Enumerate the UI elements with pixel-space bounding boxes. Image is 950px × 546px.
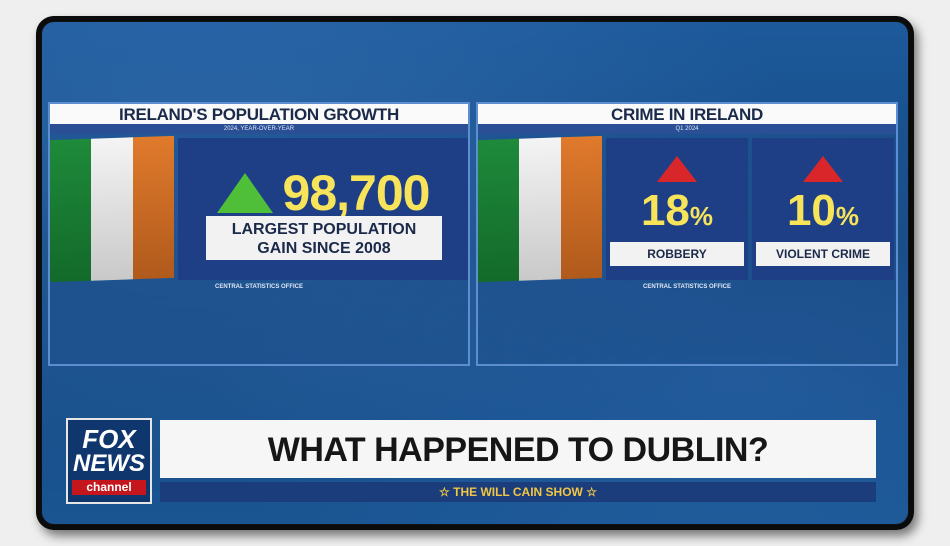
population-panel-title: IRELAND'S POPULATION GROWTH [50,104,468,124]
headline: WHAT HAPPENED TO DUBLIN? [160,420,876,478]
logo-fox: FOX [82,424,136,454]
percent-sign: % [689,201,714,231]
population-stat: 98,700 [178,164,468,222]
crime-source: CENTRAL STATISTICS OFFICE [643,284,731,290]
logo-channel: channel [72,480,146,495]
fox-news-logo: FOX NEWS channel [66,418,152,504]
percent-sign: % [835,201,860,231]
robbery-stat: 18% ROBBERY [606,138,748,280]
crime-panel-title: CRIME IN IRELAND [478,104,896,124]
up-arrow-icon [216,173,273,213]
show-name-bar: ☆ THE WILL CAIN SHOW ☆ [160,482,876,502]
ireland-flag-icon [50,135,174,283]
robbery-label: ROBBERY [610,242,744,266]
crime-panel-body: 18% ROBBERY 10% VIOLENT CRIME [478,135,896,283]
population-panel-body: 98,700 LARGEST POPULATION GAIN SINCE 200… [50,135,468,283]
population-gain-label: LARGEST POPULATION GAIN SINCE 2008 [206,216,442,260]
population-panel-subtitle: 2024, YEAR-OVER-YEAR [50,124,468,134]
violent-crime-stat: 10% VIOLENT CRIME [752,138,894,280]
crime-panel: CRIME IN IRELAND Q1 2024 18% ROBBERY 10%… [476,102,898,366]
crime-panel-subtitle: Q1 2024 [478,124,896,134]
ireland-flag-icon [478,135,602,283]
population-source: CENTRAL STATISTICS OFFICE [215,284,303,290]
robbery-percent: 18% [606,186,748,236]
violent-crime-percent: 10% [752,186,894,236]
logo-news: NEWS [73,450,145,477]
violent-crime-label: VIOLENT CRIME [756,242,890,266]
gain-label-line2: GAIN SINCE 2008 [257,240,391,257]
broadcast-screen: IRELAND'S POPULATION GROWTH 2024, YEAR-O… [36,16,914,530]
violent-crime-value: 10 [786,186,836,235]
gain-label-line1: LARGEST POPULATION [231,221,417,238]
population-panel: IRELAND'S POPULATION GROWTH 2024, YEAR-O… [48,102,470,366]
robbery-value: 18 [640,186,690,235]
up-arrow-icon [657,156,697,182]
population-value: 98,700 [282,165,431,221]
population-stat-box: 98,700 LARGEST POPULATION GAIN SINCE 200… [178,138,468,280]
up-arrow-icon [803,156,843,182]
